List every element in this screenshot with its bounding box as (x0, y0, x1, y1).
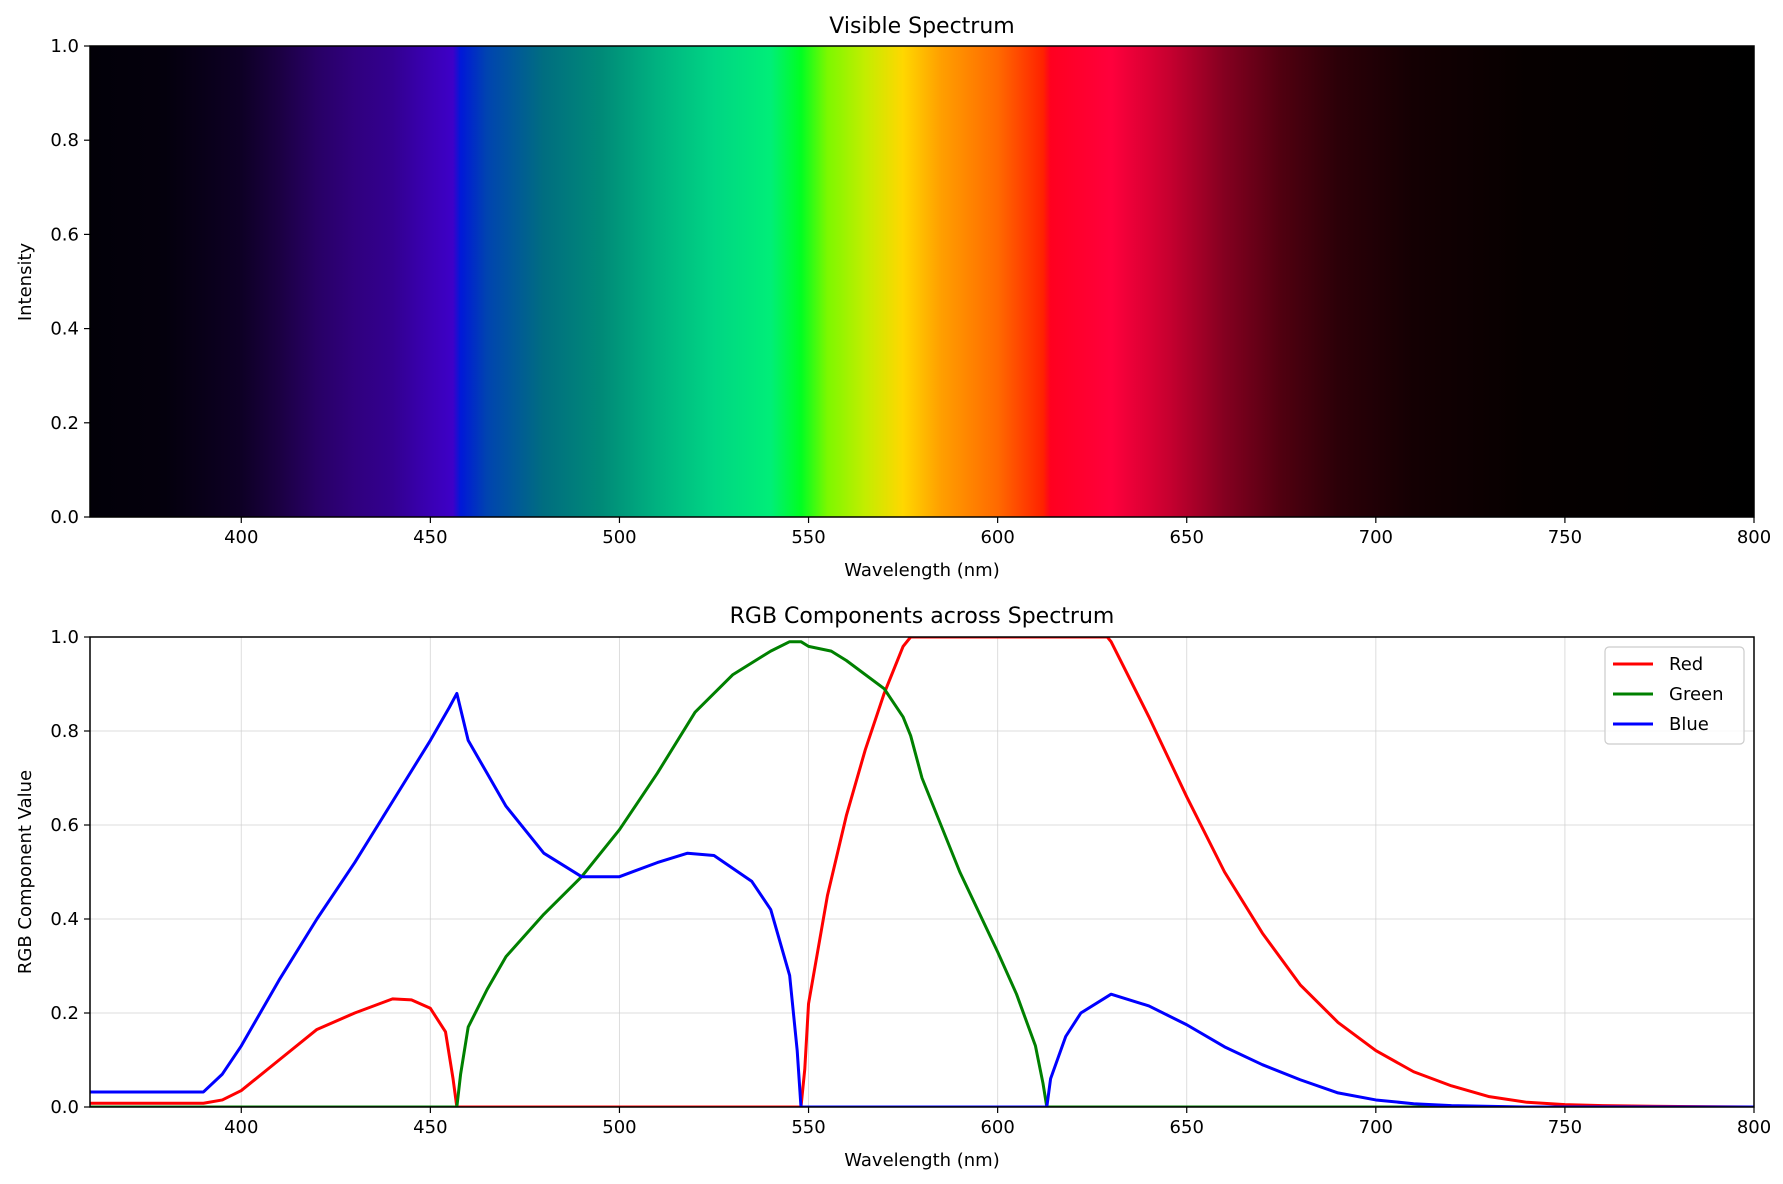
x-tick-label: 700 (1359, 1117, 1393, 1138)
x-tick-label: 400 (224, 527, 258, 548)
series-line-red (90, 637, 1754, 1107)
y-tick-label: 0.6 (50, 224, 79, 245)
x-tick-label: 750 (1548, 1117, 1582, 1138)
axis-ticks: 400 450 500 550 600 650 700 750 800 0.0 0.2 0.4 0.6 0… (50, 627, 1771, 1138)
y-tick-label: 0.4 (50, 319, 79, 340)
x-tick-label: 450 (413, 527, 447, 548)
x-tick-label: 600 (980, 1117, 1014, 1138)
axis-ticks: 400 450 500 550 600 650 700 750 800 0.0 0.2 0.4 0.6 0… (50, 36, 1771, 548)
grid (90, 636, 1755, 1108)
y-tick-label: 0.8 (50, 721, 79, 742)
y-tick-label: 1.0 (50, 627, 79, 648)
x-axis-label: Wavelength (nm) (844, 1150, 1000, 1171)
plot-frame (89, 45, 1755, 518)
y-tick-label: 0.0 (50, 507, 79, 528)
legend-label-green: Green (1669, 684, 1724, 705)
x-tick-label: 550 (791, 1117, 825, 1138)
legend-label-blue: Blue (1669, 714, 1709, 735)
x-tick-label: 650 (1170, 527, 1204, 548)
chart-title: RGB Components across Spectrum (730, 604, 1115, 629)
y-tick-label: 1.0 (50, 36, 79, 57)
y-tick-label: 0.2 (50, 413, 79, 434)
legend: Red Green Blue (1604, 646, 1745, 745)
x-tick-label: 450 (413, 1117, 447, 1138)
x-tick-label: 700 (1359, 527, 1393, 548)
x-tick-label: 600 (980, 527, 1014, 548)
chart-title: Visible Spectrum (829, 14, 1014, 39)
visible-spectrum-chart: Visible Spectrum 400 450 500 550 600 650 700 75… (15, 14, 1771, 581)
series-line-blue (90, 691, 1754, 1107)
x-tick-label: 500 (602, 1117, 636, 1138)
series-lines (90, 637, 1754, 1107)
x-tick-label: 800 (1737, 1117, 1771, 1138)
legend-label-red: Red (1669, 654, 1703, 675)
y-axis-label: Intensity (15, 242, 36, 321)
plot-frame (89, 636, 1755, 1108)
x-tick-label: 500 (602, 527, 636, 548)
y-axis-label: RGB Component Value (15, 770, 36, 974)
spectrum-color-band (90, 46, 1754, 517)
x-tick-label: 800 (1737, 527, 1771, 548)
y-tick-label: 0.8 (50, 130, 79, 151)
y-tick-label: 0.4 (50, 909, 79, 930)
legend-box (1604, 646, 1745, 745)
x-tick-label: 550 (791, 527, 825, 548)
y-tick-label: 0.0 (50, 1097, 79, 1118)
x-tick-label: 400 (224, 1117, 258, 1138)
x-axis-label: Wavelength (nm) (844, 560, 1000, 581)
y-tick-label: 0.6 (50, 815, 79, 836)
y-tick-label: 0.2 (50, 1003, 79, 1024)
x-tick-label: 750 (1548, 527, 1582, 548)
x-tick-label: 650 (1170, 1117, 1204, 1138)
series-line-green (90, 640, 1754, 1107)
rgb-components-chart: RGB Components across Spectrum 400 450 500… (15, 604, 1771, 1171)
